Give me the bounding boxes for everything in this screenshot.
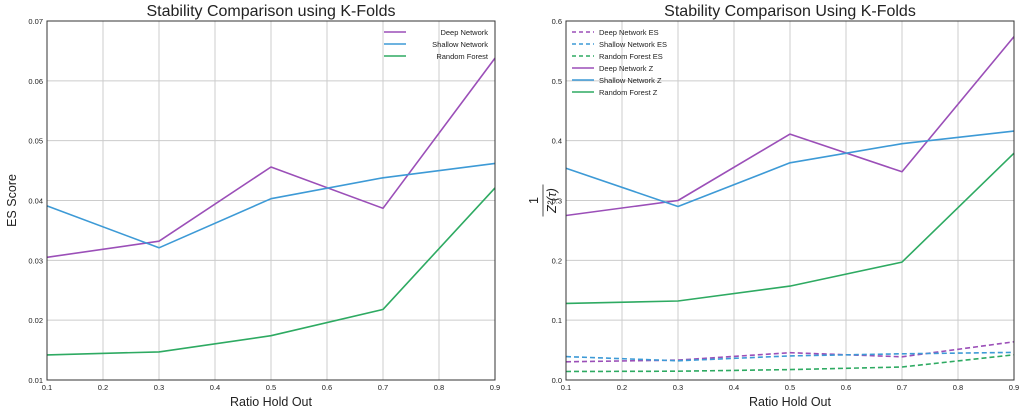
- legend-label: Random Forest Z: [599, 88, 658, 97]
- x-axis-label: Ratio Hold Out: [749, 395, 832, 409]
- chart-title: Stability Comparison Using K-Folds: [664, 3, 916, 20]
- x-tick-label: 0.7: [378, 383, 388, 392]
- x-tick-label: 0.3: [154, 383, 164, 392]
- plot-frame: [46, 20, 496, 381]
- x-tick-label: 0.4: [210, 383, 220, 392]
- legend: Deep Network ES Shallow Network ES Random …: [572, 28, 667, 97]
- grid-lines: [565, 20, 1015, 381]
- series-line-shallow-network-es: [565, 351, 1015, 362]
- x-tick-label: 0.3: [673, 383, 683, 392]
- legend-label: Deep Network ES: [599, 28, 659, 37]
- y-tick-label: 0.04: [28, 197, 43, 206]
- x-tick-label: 0.4: [729, 383, 739, 392]
- x-tick-label: 0.8: [434, 383, 444, 392]
- y-tick-label: 0.03: [28, 256, 43, 265]
- series-line-deep-network-es: [565, 341, 1015, 363]
- y-tick-label: 0.4: [552, 137, 562, 146]
- x-tick-label: 0.2: [617, 383, 627, 392]
- legend-label: Deep Network Z: [599, 64, 654, 73]
- y-axis-label-numerator: 1: [527, 197, 541, 204]
- y-tick-label: 0.1: [552, 316, 562, 325]
- x-tick-label: 0.6: [841, 383, 851, 392]
- x-tick-label: 0.5: [785, 383, 795, 392]
- legend-label: Shallow Network: [432, 40, 488, 49]
- series-line-deep-network-z: [565, 36, 1015, 217]
- grid-lines: [46, 20, 496, 381]
- series-line-random-forest-z: [565, 152, 1015, 305]
- chart-title: Stability Comparison using K-Folds: [147, 3, 396, 20]
- x-axis-label: Ratio Hold Out: [230, 395, 313, 409]
- chart-panel-1: 0.1 0.2 0.3 0.4 0.5 0.6 0.7 0.8 0.9 0.01 0.02 0.03 0…: [5, 3, 500, 409]
- x-tick-label: 0.5: [266, 383, 276, 392]
- legend-label: Shallow Network Z: [599, 76, 662, 85]
- y-tick-label: 0.02: [28, 316, 43, 325]
- y-tick-label: 0.5: [552, 77, 562, 86]
- y-tick-label: 0.01: [28, 376, 43, 385]
- series-line-shallow-network: [46, 162, 496, 249]
- x-tick-label: 0.7: [897, 383, 907, 392]
- y-axis-label: ES Score: [5, 174, 19, 227]
- series-line-random-forest-es: [565, 354, 1015, 373]
- x-tick-label: 0.6: [322, 383, 332, 392]
- legend-label: Deep Network: [440, 28, 488, 37]
- y-tick-label: 0.6: [552, 17, 562, 26]
- y-tick-label: 0.06: [28, 77, 43, 86]
- legend-label: Random Forest: [436, 52, 489, 61]
- chart-panel-2: 0.1 0.2 0.3 0.4 0.5 0.6 0.7 0.8 0.90.00.10.20.30…: [527, 3, 1019, 409]
- x-tick-label: 0.9: [490, 383, 500, 392]
- legend-label: Random Forest ES: [599, 52, 663, 61]
- y-tick-label: 0.3: [552, 197, 562, 206]
- legend-label: Shallow Network ES: [599, 40, 667, 49]
- y-axis-label: 1 Z²(τ): [527, 184, 559, 217]
- y-tick-label: 0.2: [552, 256, 562, 265]
- y-tick-label: 0.07: [28, 17, 43, 26]
- plot-frame: [565, 20, 1015, 381]
- x-tick-label: 0.8: [953, 383, 963, 392]
- y-axis-label-denominator: Z²(τ): [545, 188, 559, 214]
- legend: Deep Network Shallow Network Random Forest: [384, 28, 489, 61]
- series-line-deep-network: [46, 57, 496, 259]
- x-tick-label: 0.2: [98, 383, 108, 392]
- y-tick-label: 0.05: [28, 137, 43, 146]
- x-tick-label: 0.1: [42, 383, 52, 392]
- y-tick-label: 0.0: [552, 376, 562, 385]
- x-tick-label: 0.9: [1009, 383, 1019, 392]
- series-line-random-forest: [46, 187, 496, 356]
- series-line-shallow-network-z: [565, 130, 1015, 208]
- x-tick-label: 0.1: [561, 383, 571, 392]
